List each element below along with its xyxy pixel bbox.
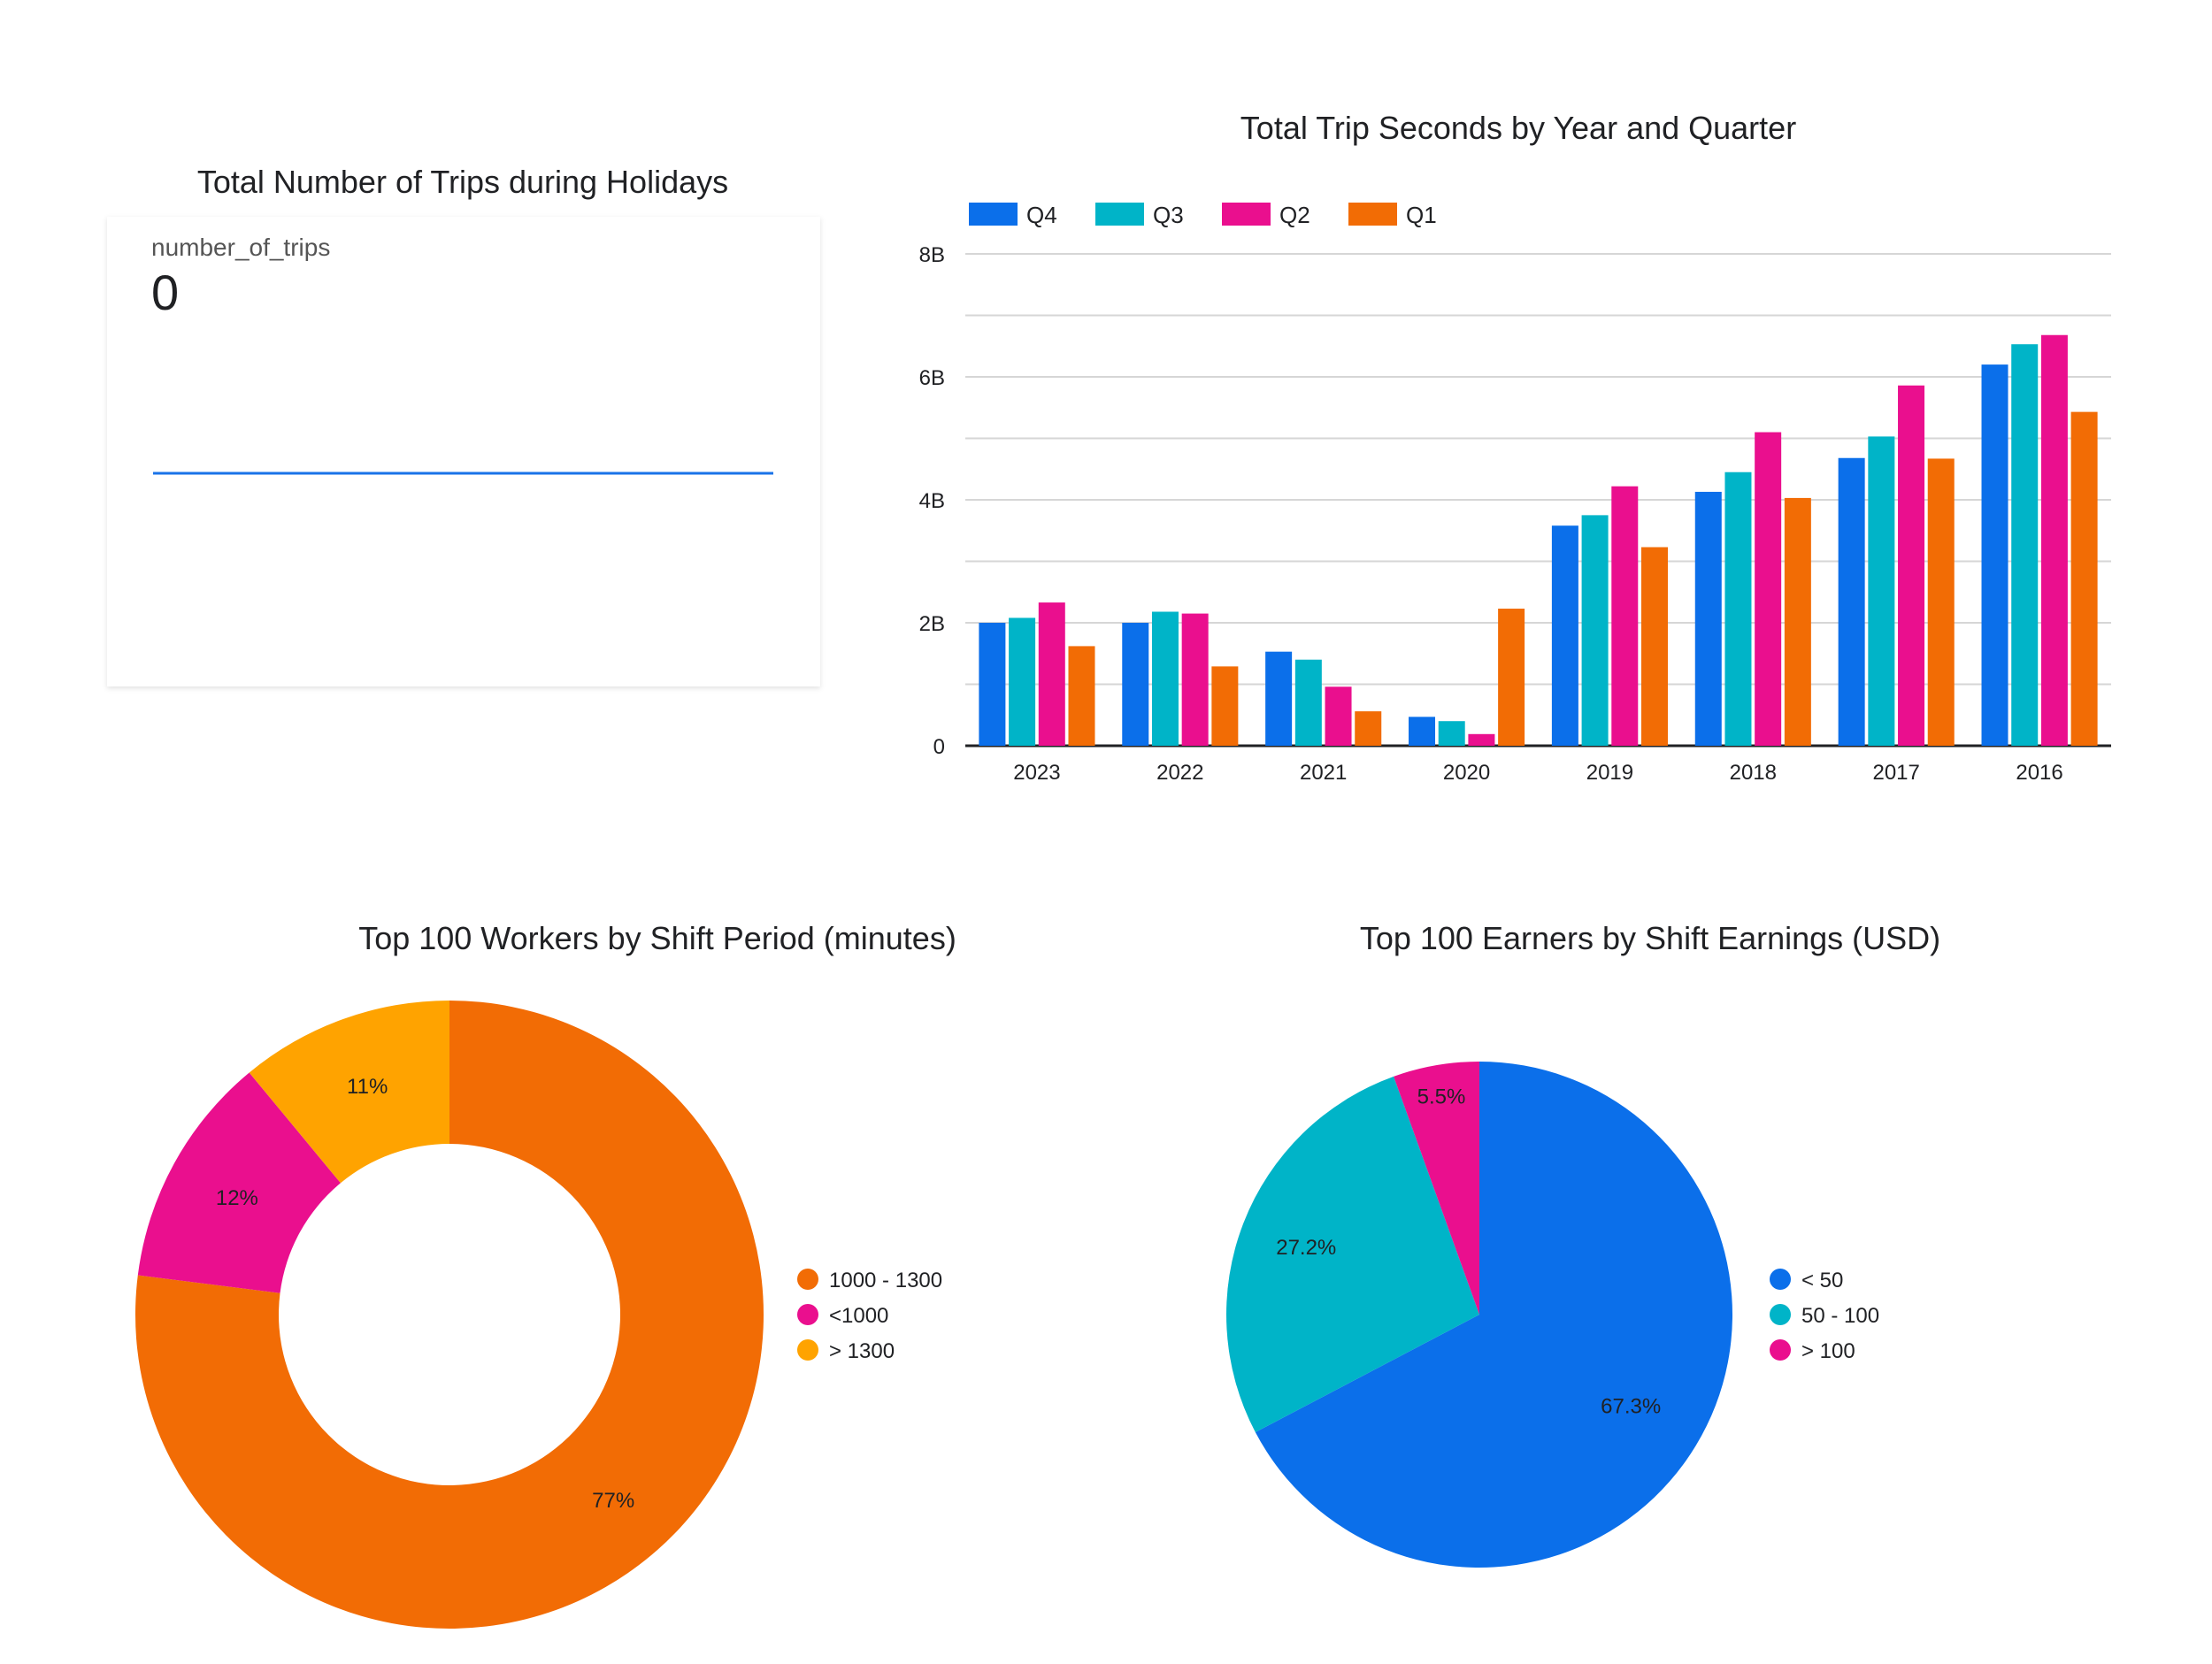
y-tick-label: 6B	[919, 366, 945, 390]
x-axis: 2023 2022 2021 2020 2019 2018 2017 2016	[1013, 761, 2063, 785]
bar-2016-q3[interactable]	[2011, 344, 2039, 746]
bar-2018-q4[interactable]	[1694, 491, 1722, 746]
bar-2021-q1[interactable]	[1355, 711, 1382, 746]
slice-data-label: 27.2%	[1276, 1236, 1336, 1260]
legend-label-q2: Q2	[1279, 202, 1310, 228]
bar-2017-q3[interactable]	[1868, 436, 1895, 746]
bar-2022-q3[interactable]	[1151, 611, 1179, 746]
y-tick-label: 8B	[919, 243, 945, 267]
bar-2020-q3[interactable]	[1438, 721, 1465, 746]
scorecard-metric-value: 0	[151, 265, 179, 320]
slice-data-label: 67.3%	[1601, 1394, 1661, 1418]
legend-label: > 1300	[829, 1339, 895, 1363]
slice-0[interactable]	[1255, 1062, 1732, 1568]
slice-2[interactable]	[249, 1001, 449, 1184]
bar-2022-q2[interactable]	[1181, 613, 1209, 746]
pie-data-labels: 67.3% 27.2% 5.5%	[1276, 1085, 1661, 1419]
legend-swatch-q1	[1348, 203, 1397, 226]
legend-dot	[797, 1339, 818, 1361]
bar-2017-q2[interactable]	[1898, 385, 1925, 746]
legend-label: <1000	[829, 1304, 888, 1328]
bar-2019-q4[interactable]	[1551, 525, 1578, 746]
x-tick-label: 2019	[1586, 761, 1633, 785]
legend-swatch-q2	[1222, 203, 1271, 226]
bar-2016-q4[interactable]	[1981, 364, 2008, 746]
bar-2020-q4[interactable]	[1409, 717, 1436, 746]
pie-slices	[1226, 1062, 1732, 1568]
legend-label-q1: Q1	[1406, 202, 1437, 228]
x-tick-label: 2018	[1730, 761, 1777, 785]
x-tick-label: 2023	[1013, 761, 1060, 785]
donut-chart: Top 100 Workers by Shift Period (minutes…	[135, 920, 956, 1629]
bar-2017-q4[interactable]	[1838, 457, 1865, 746]
slice-0[interactable]	[135, 1001, 764, 1629]
donut-data-labels: 77% 12% 11%	[216, 1075, 634, 1513]
scorecard-card[interactable]	[107, 217, 820, 686]
bar-2016-q2[interactable]	[2040, 334, 2068, 746]
bar-2019-q1[interactable]	[1640, 547, 1668, 746]
bar-2019-q2[interactable]	[1611, 486, 1639, 746]
legend-swatch-q3	[1095, 203, 1144, 226]
bar-2023-q3[interactable]	[1009, 617, 1036, 746]
bar-2018-q3[interactable]	[1724, 472, 1752, 746]
slice-2[interactable]	[1394, 1062, 1479, 1315]
bar-2023-q2[interactable]	[1038, 602, 1065, 746]
x-tick-label: 2022	[1156, 761, 1203, 785]
scorecard-panel: Total Number of Trips during Holidays nu…	[107, 164, 820, 686]
x-tick-label: 2016	[2016, 761, 2062, 785]
bar-2016-q1[interactable]	[2070, 411, 2098, 746]
chart-title: Top 100 Workers by Shift Period (minutes…	[358, 920, 956, 956]
bar-2020-q1[interactable]	[1498, 609, 1525, 746]
bar-2020-q2[interactable]	[1468, 733, 1495, 746]
bar-chart: Total Trip Seconds by Year and Quarter Q…	[919, 110, 2111, 785]
donut-slices	[135, 1001, 764, 1629]
slice-data-label: 12%	[216, 1186, 258, 1210]
y-tick-label: 0	[933, 735, 945, 759]
legend-dot	[1770, 1304, 1791, 1325]
slice-1[interactable]	[1226, 1076, 1479, 1433]
y-tick-label: 4B	[919, 489, 945, 513]
bar-2023-q4[interactable]	[979, 623, 1006, 746]
bars	[979, 334, 2098, 746]
bar-2022-q4[interactable]	[1122, 623, 1149, 746]
legend-label: 50 - 100	[1801, 1304, 1879, 1328]
bar-2021-q4[interactable]	[1265, 651, 1293, 746]
pie-chart: Top 100 Earners by Shift Earnings (USD) …	[1226, 920, 1940, 1568]
legend-label: > 100	[1801, 1339, 1855, 1363]
y-axis: 0 2B 4B 6B 8B	[919, 243, 945, 759]
x-tick-label: 2017	[1872, 761, 1919, 785]
slice-data-label: 77%	[592, 1489, 634, 1513]
slice-1[interactable]	[137, 1072, 341, 1293]
legend-label-q3: Q3	[1153, 202, 1184, 228]
chart-legend[interactable]: 1000 - 1300 <1000 > 1300	[797, 1269, 942, 1363]
bar-2017-q1[interactable]	[1927, 458, 1955, 746]
chart-title: Top 100 Earners by Shift Earnings (USD)	[1360, 920, 1940, 956]
bar-2022-q1[interactable]	[1211, 666, 1239, 746]
bar-2018-q1[interactable]	[1784, 497, 1811, 746]
scorecard-metric-label: number_of_trips	[151, 234, 330, 261]
legend-dot	[797, 1304, 818, 1325]
bar-2023-q1[interactable]	[1068, 646, 1095, 746]
chart-legend[interactable]: < 50 50 - 100 > 100	[1770, 1269, 1879, 1363]
chart-legend[interactable]: Q4 Q3 Q2 Q1	[969, 202, 1437, 228]
legend-swatch-q4	[969, 203, 1018, 226]
legend-label: < 50	[1801, 1269, 1843, 1292]
scorecard-title: Total Number of Trips during Holidays	[197, 164, 728, 200]
x-tick-label: 2021	[1300, 761, 1347, 785]
legend-label-q4: Q4	[1026, 202, 1057, 228]
bar-2018-q2[interactable]	[1755, 432, 1782, 746]
legend-dot	[797, 1269, 818, 1290]
slice-data-label: 11%	[347, 1075, 388, 1099]
chart-title: Total Trip Seconds by Year and Quarter	[1240, 110, 1796, 146]
bar-2021-q3[interactable]	[1294, 659, 1322, 746]
slice-data-label: 5.5%	[1417, 1085, 1466, 1109]
legend-label: 1000 - 1300	[829, 1269, 942, 1292]
legend-dot	[1770, 1339, 1791, 1361]
bar-2019-q3[interactable]	[1581, 515, 1609, 746]
y-tick-label: 2B	[919, 612, 945, 636]
legend-dot	[1770, 1269, 1791, 1290]
bar-2021-q2[interactable]	[1325, 686, 1352, 746]
x-tick-label: 2020	[1443, 761, 1490, 785]
